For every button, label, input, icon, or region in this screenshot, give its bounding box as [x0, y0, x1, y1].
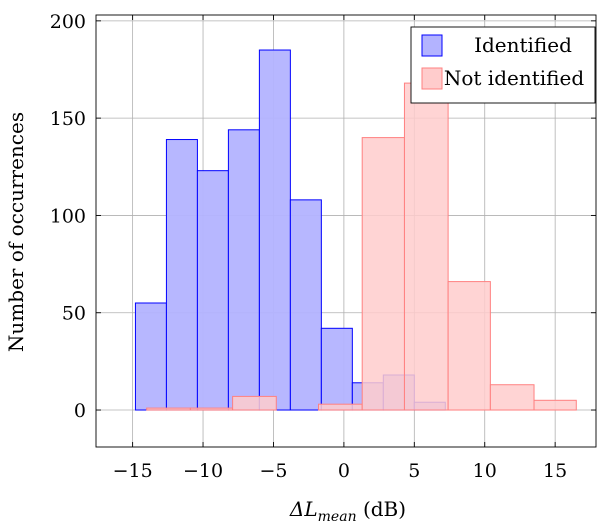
y-tick-label: 50: [62, 303, 86, 325]
x-tick-label: 15: [543, 460, 567, 482]
x-tick-label: −5: [259, 460, 287, 482]
bar-identified-0: [134, 302, 167, 411]
bar-not-identified-2: [232, 395, 277, 411]
x-axis-label: ΔLmean (dB): [289, 497, 406, 525]
bar-identified-3: [227, 129, 260, 411]
x-tick-label: −15: [113, 460, 153, 482]
bar-not-identified-1: [189, 407, 234, 411]
bar-identified-6: [320, 327, 353, 411]
y-tick-label: 0: [74, 400, 86, 422]
legend-swatch-identified: [421, 34, 443, 57]
y-tick-label: 150: [50, 108, 86, 130]
bar-not-identified-0: [146, 407, 191, 411]
bar-not-identified-8: [489, 384, 535, 411]
bar-identified-1: [165, 139, 198, 411]
bar-identified-4: [258, 49, 291, 411]
bar-not-identified-4: [318, 403, 363, 411]
axes: [95, 14, 597, 448]
bar-not-identified-9: [533, 399, 577, 411]
y-tick-label: 200: [50, 11, 86, 33]
legend-label-identified: Identified: [474, 33, 572, 57]
legend-swatch-not-identified: [421, 67, 443, 90]
bar-identified-5: [289, 199, 322, 411]
legend-label-not-identified: Not identified: [444, 66, 584, 90]
x-tick-label: 5: [408, 460, 420, 482]
x-tick-label: 10: [473, 460, 497, 482]
bar-not-identified-5: [361, 137, 405, 411]
plot-frame: [95, 14, 597, 448]
bar-not-identified-6: [403, 82, 449, 411]
bars: [134, 49, 577, 411]
bar-not-identified-7: [447, 281, 491, 411]
legend: Identified Not identified: [410, 26, 596, 104]
x-tick-label: −10: [183, 460, 223, 482]
x-tick-label: 0: [338, 460, 350, 482]
axis-labels: ΔLmean (dB) Number of occurrences: [4, 112, 406, 525]
y-tick-label: 100: [50, 205, 86, 227]
y-axis-label: Number of occurrences: [4, 112, 28, 352]
bar-identified-2: [196, 170, 229, 411]
